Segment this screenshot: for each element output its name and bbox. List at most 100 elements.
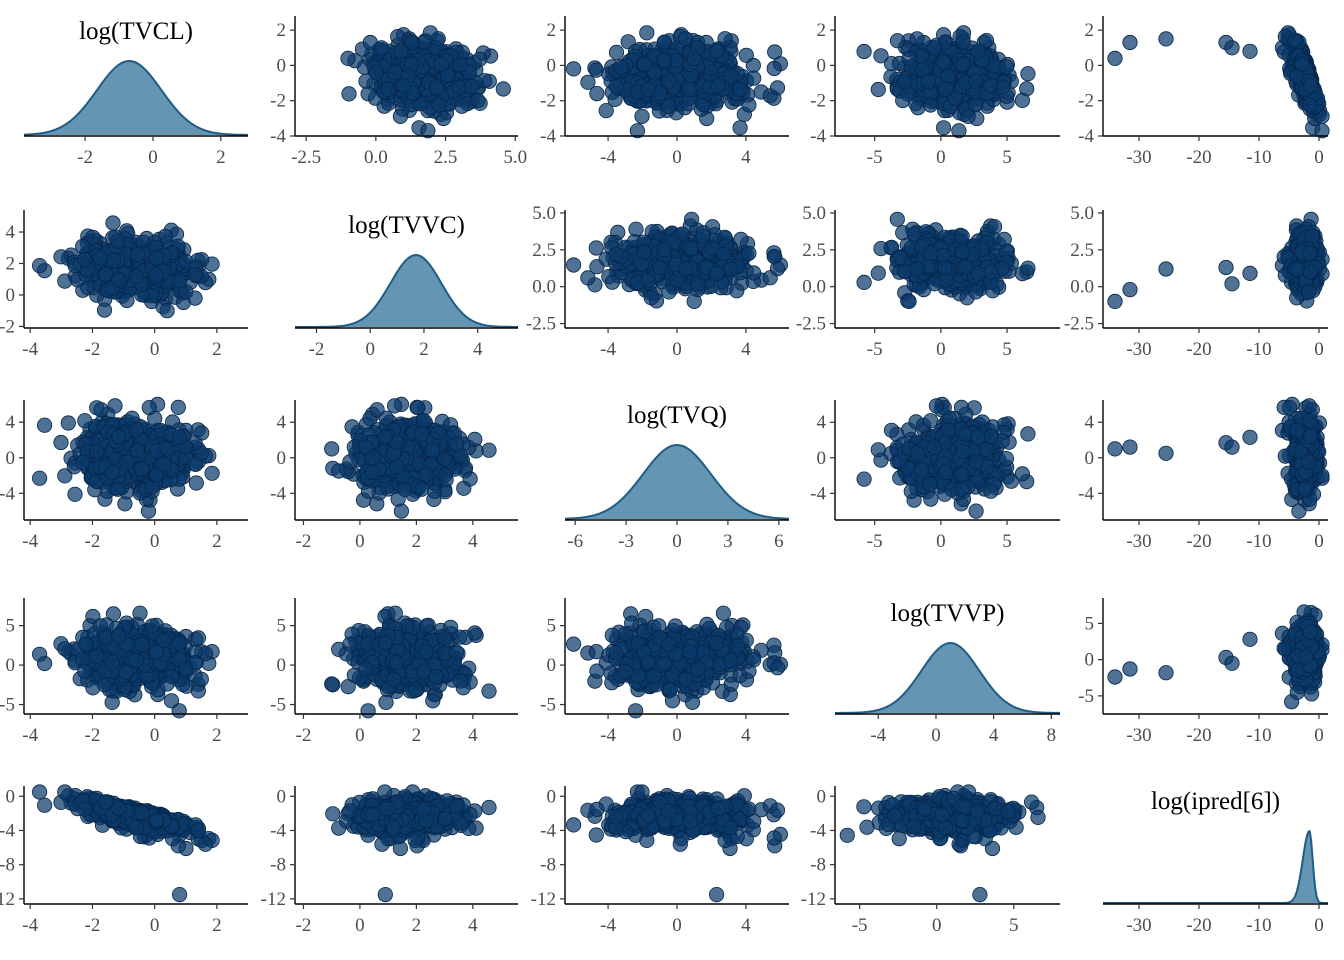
scatter-point [172, 429, 188, 445]
scatter-points [856, 396, 1036, 519]
scatter-point [75, 238, 91, 254]
scatter-point [1107, 50, 1123, 67]
panel-r2-c4: -404-30 -20 -10 0 [1078, 396, 1330, 552]
scatter-point [1242, 43, 1258, 59]
scatter-point [998, 59, 1015, 75]
scatter-point [414, 426, 430, 442]
scatter-point [634, 108, 650, 125]
y-tick-label: -2 [810, 91, 826, 112]
x-tick-label: 0 [672, 531, 682, 552]
x-tick-label: -10 [1246, 339, 1271, 360]
scatter-point [715, 246, 731, 262]
x-tick-label: 0 [672, 147, 682, 168]
scatter-point [926, 439, 942, 455]
y-tick-label: -2 [1078, 91, 1094, 112]
scatter-point [889, 211, 905, 227]
scatter-point [652, 259, 668, 275]
y-tick-label: -4 [810, 483, 826, 504]
scatter-point [148, 267, 165, 283]
scatter-point [129, 442, 145, 459]
scatter-point [729, 283, 745, 299]
scatter-point [639, 25, 655, 41]
scatter-point [1003, 473, 1019, 489]
scatter-point [733, 231, 749, 247]
scatter-point [897, 263, 913, 280]
x-tick-label: -2 [296, 531, 312, 552]
scatter-point [928, 398, 945, 414]
scatter-point [661, 284, 677, 300]
x-tick-label: 2 [216, 147, 226, 168]
scatter-point [656, 34, 672, 50]
y-tick-label: -4 [270, 483, 286, 504]
scatter-point [935, 54, 951, 70]
scatter-point [723, 68, 739, 84]
variable-title: log(TVVC) [348, 212, 465, 239]
scatter-point [75, 454, 91, 470]
x-tick-label: -2 [77, 147, 93, 168]
scatter-point [1302, 264, 1319, 280]
scatter-point [170, 399, 186, 415]
scatter-point [922, 245, 939, 261]
x-tick-label: 0 [1314, 147, 1324, 168]
scatter-point [926, 276, 942, 292]
scatter-point [110, 481, 126, 497]
y-tick-label: 4 [817, 412, 827, 433]
y-tick-label: 0 [547, 55, 557, 76]
scatter-point [983, 428, 999, 445]
scatter-point [1158, 31, 1174, 47]
scatter-point [883, 422, 900, 438]
scatter-point [613, 59, 629, 75]
scatter-point [769, 80, 786, 96]
scatter-point [640, 81, 657, 98]
scatter-point [970, 43, 986, 59]
scatter-point [430, 424, 446, 441]
scatter-point [187, 266, 203, 283]
x-tick-label: -20 [1186, 147, 1211, 168]
scatter-point [77, 413, 93, 429]
x-tick-label: -4 [22, 531, 38, 552]
y-tick-label: 0 [1085, 55, 1095, 76]
scatter-point [111, 428, 127, 445]
scatter-point [741, 245, 757, 261]
variable-title: log(TVCL) [79, 18, 193, 45]
scatter-point [870, 265, 886, 281]
scatter-point [437, 467, 453, 483]
scatter-points [565, 211, 789, 309]
y-tick-label: 2 [1085, 20, 1095, 41]
scatter-point [149, 250, 165, 266]
x-tick-label: -5 [867, 339, 883, 360]
scatter-point [738, 47, 754, 63]
x-tick-label: 0 [355, 531, 365, 552]
scatter-point [77, 251, 93, 267]
scatter-point [119, 292, 135, 309]
scatter-point [901, 50, 917, 67]
panel-r1-c1: log(TVVC)-2 0 2 4 [295, 212, 518, 360]
density-area [24, 61, 248, 135]
panel-r2-c0: -404-4 -2 0 2 [0, 396, 248, 552]
scatter-point [608, 78, 624, 94]
scatter-point [105, 215, 121, 231]
y-tick-label: 2 [6, 253, 16, 274]
scatter-point [67, 486, 83, 502]
scatter-point [589, 86, 605, 102]
scatter-point [922, 97, 939, 113]
scatter-point [397, 481, 413, 497]
scatter-point [708, 43, 725, 59]
scatter-point [324, 441, 340, 457]
scatter-points [340, 25, 511, 139]
scatter-point [640, 272, 657, 288]
scatter-point [426, 483, 443, 499]
scatter-point [910, 100, 926, 116]
scatter-points [565, 25, 789, 139]
scatter-point [909, 445, 925, 461]
y-tick-label: 4 [277, 412, 287, 433]
x-tick-label: -2 [85, 531, 101, 552]
scatter-point [57, 468, 73, 484]
x-tick-label: -6 [567, 531, 583, 552]
panel-r1-c3: -2.50.02.55.0-5 0 5 [796, 203, 1060, 360]
panel-r0-c2: -4-202-4 0 4 [540, 16, 789, 168]
scatter-point [769, 260, 786, 277]
panel-r2-c3: -404-5 0 5 [810, 396, 1060, 552]
scatter-point [393, 43, 409, 59]
